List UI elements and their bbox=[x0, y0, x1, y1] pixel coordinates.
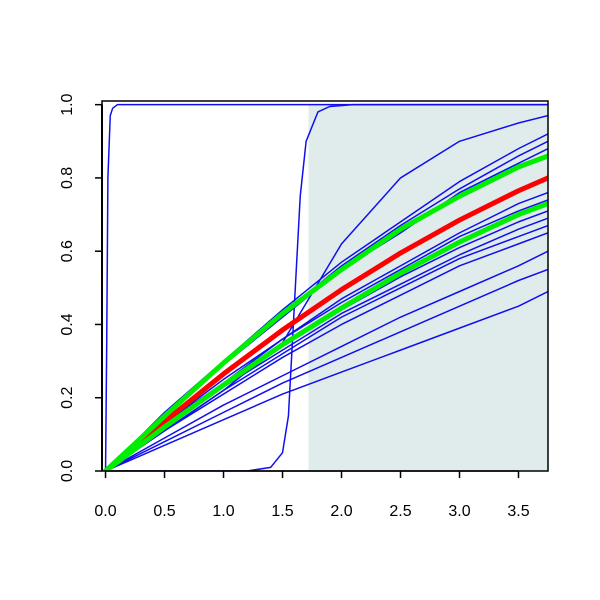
y-tick-label: 0.8 bbox=[59, 167, 76, 189]
line bbox=[104, 290, 548, 471]
y-tick-label: 1.0 bbox=[59, 93, 76, 115]
line bbox=[103, 153, 548, 471]
line bbox=[104, 268, 548, 471]
x-tick-label: 3.5 bbox=[507, 503, 529, 520]
y-tick-label: 0.6 bbox=[59, 240, 76, 262]
line bbox=[103, 201, 548, 471]
x-tick-label: 2.5 bbox=[389, 503, 411, 520]
x-tick-label: 2.0 bbox=[330, 503, 352, 520]
line bbox=[103, 175, 548, 471]
line bbox=[104, 103, 548, 471]
y-tick-label: 0.0 bbox=[59, 460, 76, 482]
lines bbox=[103, 103, 548, 471]
y-tick-label: 0.2 bbox=[59, 387, 76, 409]
x-tick-label: 1.5 bbox=[271, 503, 293, 520]
line bbox=[104, 232, 548, 471]
x-tick-label: 0.5 bbox=[153, 503, 175, 520]
y-tick-label: 0.4 bbox=[59, 313, 76, 335]
line bbox=[104, 224, 548, 471]
x-tick-label: 1.0 bbox=[212, 503, 234, 520]
x-tick-label: 0.0 bbox=[94, 503, 116, 520]
line bbox=[104, 250, 548, 471]
line bbox=[104, 103, 548, 471]
x-tick-label: 3.0 bbox=[448, 503, 470, 520]
